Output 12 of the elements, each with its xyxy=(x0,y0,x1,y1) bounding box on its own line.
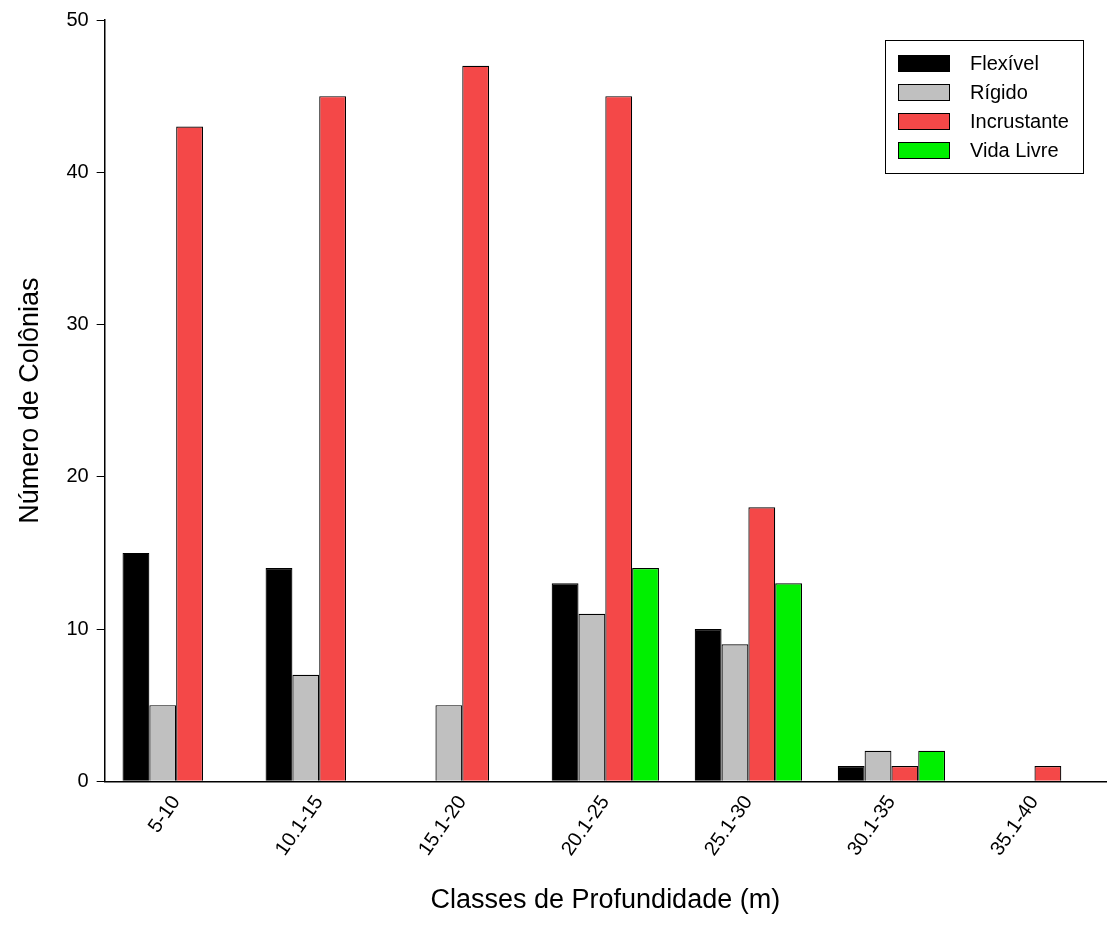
y-tick-label: 0 xyxy=(77,768,89,791)
legend-label: Vida Livre xyxy=(970,139,1059,162)
y-axis-title: Número de Colônias xyxy=(13,277,44,524)
y-tick-label: 10 xyxy=(66,616,89,639)
y-tick-label: 40 xyxy=(66,159,89,182)
y-tick-label: 20 xyxy=(66,464,89,487)
y-tick-label: 30 xyxy=(66,312,89,335)
x-axis-title: Classes de Profundidade (m) xyxy=(430,884,781,915)
y-tick-label: 50 xyxy=(66,7,89,30)
legend-label: Incrustante xyxy=(970,110,1069,133)
legend-label: Flexível xyxy=(970,52,1039,75)
legend-label: Rígido xyxy=(970,81,1028,104)
